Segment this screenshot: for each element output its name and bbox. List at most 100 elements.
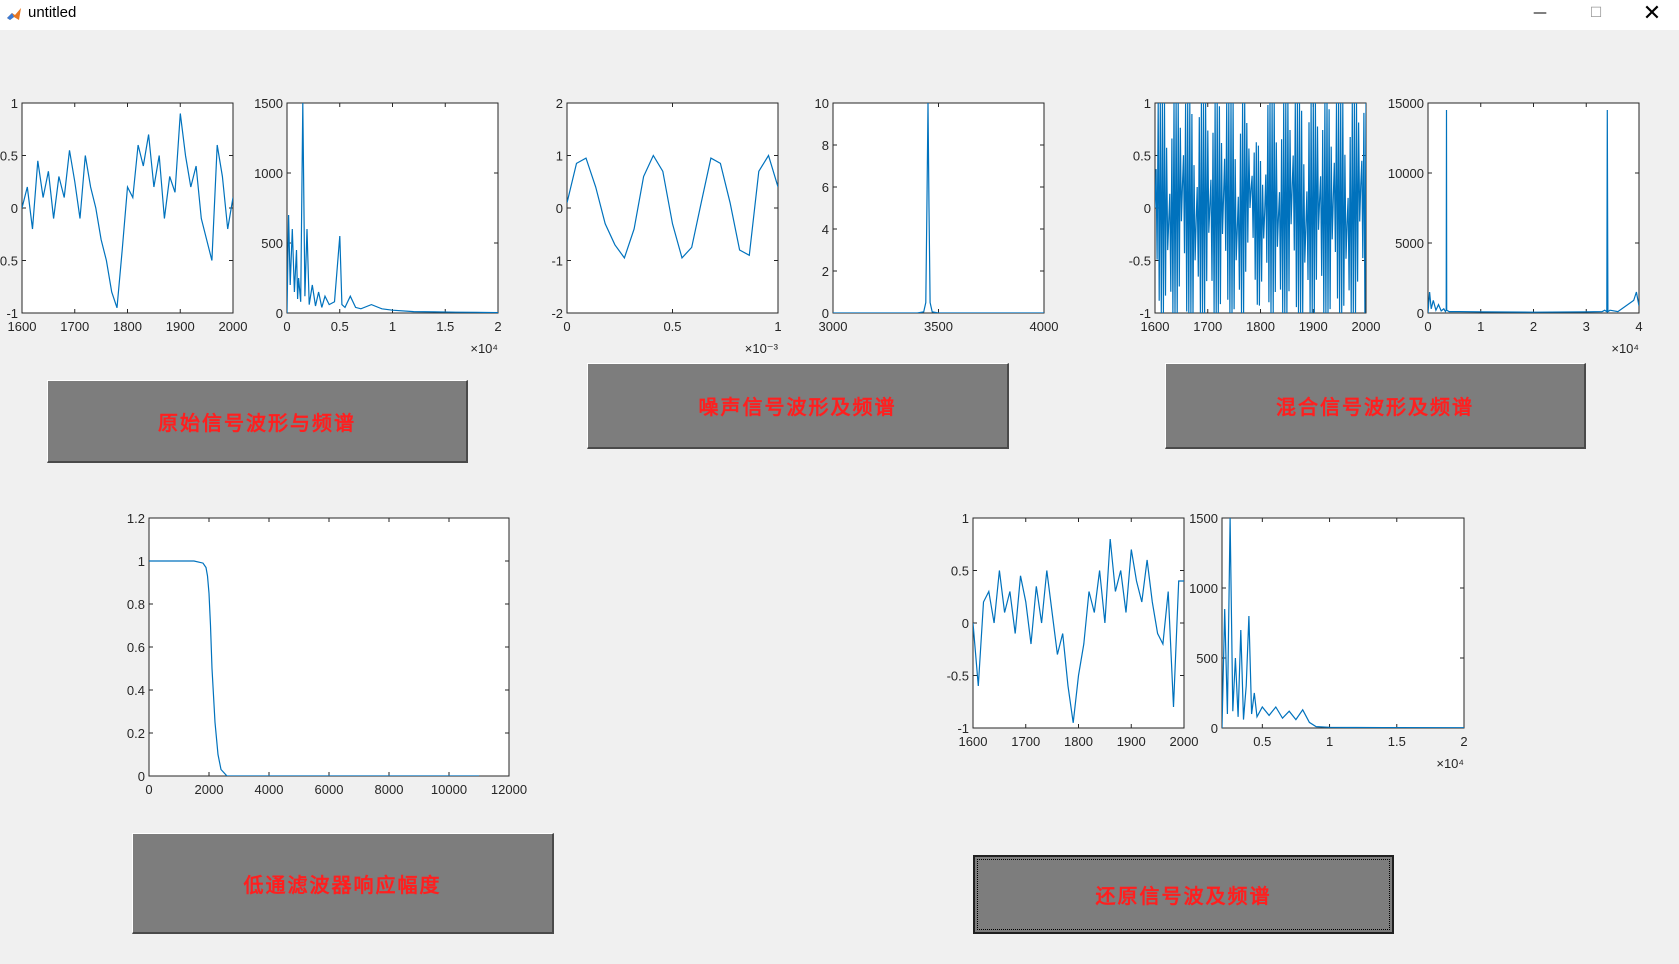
restored-spec-axes: 0.5 1 1.5 2 0 500 1000 1500 ×10⁴ <box>1189 511 1468 771</box>
noise-spec-ytick-label: 6 <box>822 180 829 195</box>
mixed-spec-ytick-label: 10000 <box>1388 166 1424 181</box>
noise-spec-ytick-label: 10 <box>815 96 829 111</box>
mixed-spec-xtick-label: 1 <box>1477 319 1484 334</box>
lowpass-response-xtick-label: 4000 <box>255 782 284 797</box>
restored-spec-ytick-label: 0 <box>1211 721 1218 736</box>
noise-wave-ytick-label: 2 <box>556 96 563 111</box>
lowpass-response-button[interactable]: 低通滤波器响应幅度 <box>132 833 554 934</box>
lowpass-response-xtick-label: 2000 <box>195 782 224 797</box>
lowpass-response-series-line <box>149 560 479 776</box>
lowpass-response-ytick-label: 1 <box>138 554 145 569</box>
mixed-wave-xtick-label: 1700 <box>1193 319 1222 334</box>
noise-spec-plot-area <box>832 102 1045 314</box>
mixed-wave-ytick-label: 1 <box>1144 96 1151 111</box>
noise-spec-series-line <box>833 103 1044 313</box>
lowpass-response-xtick-label: 12000 <box>491 782 527 797</box>
maximize-button[interactable]: ☐ <box>1589 5 1603 21</box>
restored-wave-xtick-label: 1600 <box>959 734 988 749</box>
mixed-wave-ytick-label: -1 <box>1139 306 1151 321</box>
restored-spec-xtick-label: 1.5 <box>1388 734 1406 749</box>
restored-wave-axes: 1600 1700 1800 1900 2000 -1 -0.5 0 0.5 1 <box>947 511 1199 749</box>
noise-spec-xtick-label: 3500 <box>924 319 953 334</box>
lowpass-response-ytick-label: 0 <box>138 769 145 784</box>
orig-wave-ytick-label: 1 <box>11 96 18 111</box>
orig-wave-xtick-label: 1900 <box>166 319 195 334</box>
noise-wave-plot-area <box>566 102 779 314</box>
mixed-wave-xtick-label: 2000 <box>1352 319 1381 334</box>
noise-wave-xtick-label: 0.5 <box>663 319 681 334</box>
orig-spec-ytick-label: 1500 <box>254 96 283 111</box>
restored-spec-plot-area <box>1221 517 1465 729</box>
orig-wave-xtick-label: 1600 <box>8 319 37 334</box>
mixed-spec-xtick-label: 2 <box>1530 319 1537 334</box>
noise-wave-ytick-label: -2 <box>551 306 563 321</box>
restored-spec-xtick-label: 1 <box>1326 734 1333 749</box>
noise-spec-xtick-label: 3000 <box>819 319 848 334</box>
orig-spec-ytick-label: 1000 <box>254 166 283 181</box>
lowpass-response-ytick-label: 0.4 <box>127 683 145 698</box>
restored-wave-plot-area <box>972 517 1185 729</box>
noise-wave-ytick-label: 0 <box>556 201 563 216</box>
lowpass-response-xtick-label: 6000 <box>315 782 344 797</box>
restored-wave-xtick-label: 2000 <box>1170 734 1199 749</box>
noise-wave-exponent-label: ×10⁻³ <box>745 341 779 356</box>
noise-signal-button[interactable]: 噪声信号波形及频谱 <box>587 363 1009 449</box>
orig-wave-ytick-label: -0.5 <box>0 254 18 269</box>
orig-spec-xtick-label: 0 <box>283 319 290 334</box>
orig-wave-ytick-label: -1 <box>6 306 18 321</box>
mixed-wave-xtick-label: 1600 <box>1141 319 1170 334</box>
restored-wave-xtick-label: 1700 <box>1011 734 1040 749</box>
restored-spec-ytick-label: 500 <box>1196 651 1218 666</box>
orig-wave-ytick-label: 0 <box>11 201 18 216</box>
orig-spec-series-line <box>287 103 498 313</box>
close-button[interactable]: ✕ <box>1642 0 1662 26</box>
mixed-wave-xtick-label: 1900 <box>1299 319 1328 334</box>
orig-spec-xtick-label: 2 <box>494 319 501 334</box>
orig-wave-plot-area <box>21 102 234 314</box>
restored-wave-xtick-label: 1900 <box>1117 734 1146 749</box>
mixed-spec-ytick-label: 5000 <box>1395 236 1424 251</box>
restored-wave-ytick-label: -0.5 <box>947 669 969 684</box>
orig-wave-series-line <box>22 113 233 308</box>
noise-wave-ytick-label: -1 <box>551 254 563 269</box>
orig-spec-ytick-label: 500 <box>261 236 283 251</box>
window-title: untitled <box>28 4 77 21</box>
mixed-spec-ytick-label: 0 <box>1417 306 1424 321</box>
lowpass-response-xtick-label: 10000 <box>431 782 467 797</box>
restored-spec-series-line <box>1222 518 1464 728</box>
orig-wave-ytick-label: 0.5 <box>0 149 18 164</box>
restored-wave-xtick-label: 1800 <box>1064 734 1093 749</box>
window-titlebar: untitled — ☐ ✕ <box>0 0 1679 30</box>
orig-spec-xtick-label: 0.5 <box>331 319 349 334</box>
orig-spec-xtick-label: 1.5 <box>436 319 454 334</box>
mixed-wave-ytick-label: 0 <box>1144 201 1151 216</box>
orig-spec-axes: 0 0.5 1 1.5 2 0 500 1000 1500 ×10⁴ <box>254 96 502 356</box>
restored-wave-series-line <box>973 538 1184 723</box>
mixed-spec-series-line <box>1428 109 1639 313</box>
restored-signal-button[interactable]: 还原信号波及频谱 <box>973 855 1394 934</box>
noise-wave-axes: 0 0.5 1 -2 -1 0 1 2 ×10⁻³ <box>551 96 781 356</box>
original-signal-button[interactable]: 原始信号波形与频谱 <box>47 380 468 463</box>
orig-wave-xtick-label: 2000 <box>219 319 248 334</box>
mixed-signal-button[interactable]: 混合信号波形及频谱 <box>1165 363 1586 449</box>
lowpass-response-axes: 0 2000 4000 6000 8000 10000 12000 0 0.2 0.4 0.6 0.8… <box>127 511 527 797</box>
mixed-spec-plot-area <box>1427 102 1640 314</box>
noise-spec-xtick-label: 4000 <box>1030 319 1059 334</box>
restored-wave-ytick-label: -1 <box>957 721 969 736</box>
restored-spec-exponent-label: ×10⁴ <box>1436 756 1464 771</box>
lowpass-response-ytick-label: 0.8 <box>127 597 145 612</box>
mixed-wave-axes: 1600 1700 1800 1900 2000 -1 -0.5 0 0.5 1 <box>1129 96 1381 334</box>
orig-spec-exponent-label: ×10⁴ <box>470 341 498 356</box>
mixed-wave-ytick-label: 0.5 <box>1133 149 1151 164</box>
lowpass-response-xtick-label: 8000 <box>375 782 404 797</box>
orig-spec-ytick-label: 0 <box>276 306 283 321</box>
orig-wave-xtick-label: 1800 <box>113 319 142 334</box>
noise-wave-xtick-label: 1 <box>774 319 781 334</box>
lowpass-response-ytick-label: 1.2 <box>127 511 145 526</box>
minimize-button[interactable]: — <box>1533 5 1547 21</box>
mixed-wave-xtick-label: 1800 <box>1246 319 1275 334</box>
noise-wave-xtick-label: 0 <box>563 319 570 334</box>
matlab-icon <box>6 6 22 22</box>
noise-spec-ytick-label: 0 <box>822 306 829 321</box>
